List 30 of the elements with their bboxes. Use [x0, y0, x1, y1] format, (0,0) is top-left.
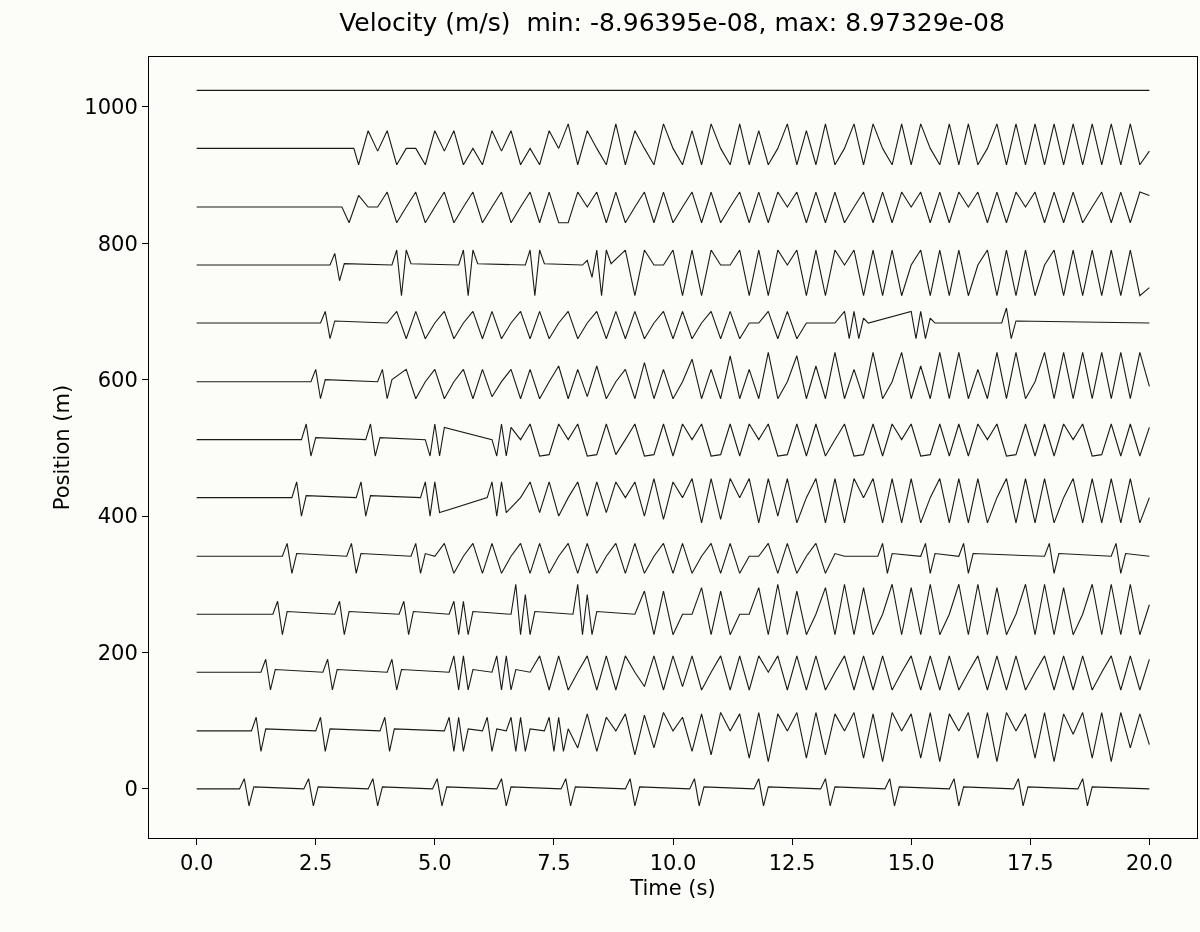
- line-series: [196, 423, 1150, 457]
- x-tick-label: 20.0: [1125, 851, 1173, 876]
- x-tick-label: 0.0: [179, 851, 214, 876]
- line-series: [196, 351, 1150, 400]
- x-tick-label: 17.5: [1006, 851, 1054, 876]
- y-axis-title: Position (m): [50, 384, 75, 511]
- line-series: [196, 191, 1150, 224]
- chart-title: Velocity (m/s) min: -8.96395e-08, max: 8.97329e-08: [339, 8, 1005, 38]
- y-tick-label: 800: [97, 231, 138, 256]
- line-series: [196, 249, 1150, 297]
- line-series: [196, 655, 1150, 691]
- y-tick-label: 1000: [84, 95, 138, 120]
- x-tick-label: 2.5: [299, 851, 333, 876]
- line-series: [196, 542, 1150, 574]
- y-tick-label: 0: [124, 777, 138, 802]
- x-tick-label: 5.0: [418, 851, 452, 876]
- x-axis-title: Time (s): [629, 876, 716, 901]
- x-tick-label: 7.5: [537, 851, 571, 876]
- line-series: [196, 583, 1150, 636]
- x-tick-label: 12.5: [768, 851, 816, 876]
- line-series: [196, 123, 1150, 166]
- y-tick-label: 600: [97, 367, 138, 392]
- y-tick-label: 400: [97, 504, 138, 529]
- x-tick-label: 15.0: [887, 851, 935, 876]
- line-series: [196, 711, 1150, 763]
- line-series: [196, 778, 1150, 807]
- line-series: [196, 477, 1150, 524]
- y-tick-label: 200: [97, 640, 138, 665]
- line-series: [196, 307, 1150, 340]
- x-tick-label: 10.0: [649, 851, 697, 876]
